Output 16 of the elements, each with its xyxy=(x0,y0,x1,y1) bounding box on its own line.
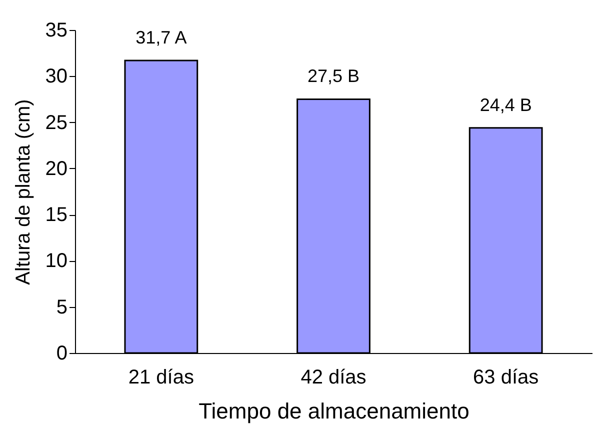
data-label: 27,5 B xyxy=(307,66,360,86)
y-tick-label: 25 xyxy=(45,112,68,134)
x-axis-title: Tiempo de almacenamiento xyxy=(198,398,470,424)
y-tick-label: 0 xyxy=(56,342,68,364)
y-tick-label: 5 xyxy=(56,296,68,318)
data-label: 31,7 A xyxy=(136,27,187,48)
y-tick-label: 10 xyxy=(45,250,68,272)
y-axis-title: Altura de planta (cm) xyxy=(12,99,34,285)
data-label: 24,4 B xyxy=(480,94,532,115)
y-tick-label: 20 xyxy=(45,158,68,180)
x-tick-label: 63 días xyxy=(473,366,539,388)
y-tick-label: 35 xyxy=(45,20,68,42)
y-tick-label: 30 xyxy=(45,66,68,88)
x-tick-label: 42 días xyxy=(300,366,366,388)
x-tick-label: 21 días xyxy=(128,366,194,388)
y-tick-label: 15 xyxy=(45,204,68,226)
